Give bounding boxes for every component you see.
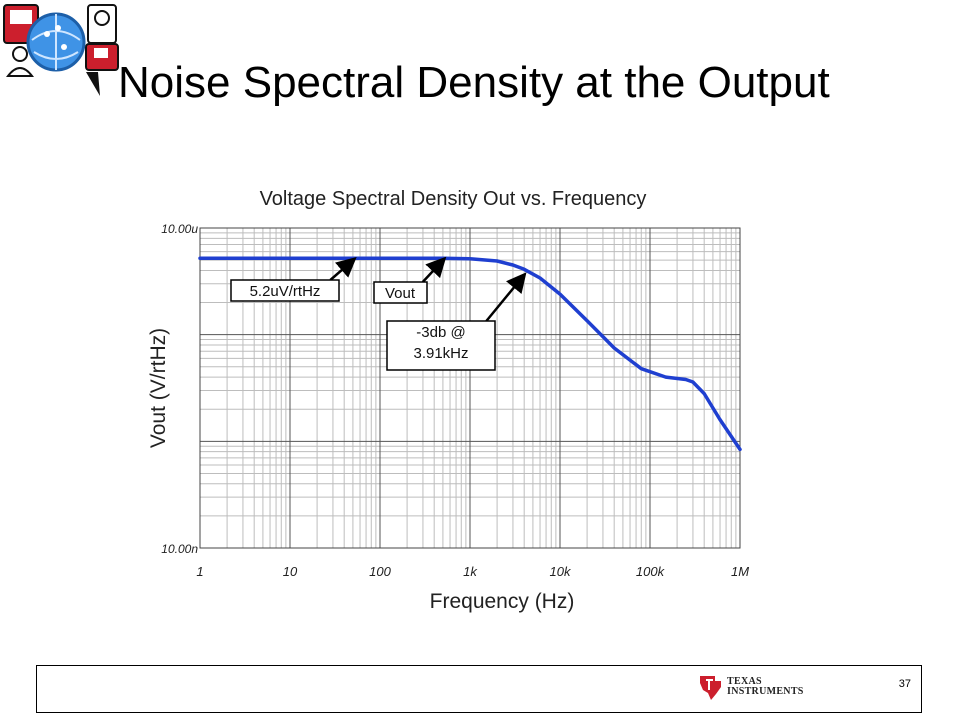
x-axis-label: Frequency (Hz) [430,590,575,613]
x-tick-label: 1k [463,564,478,579]
annotation-label-line2: 3.91kHz [413,345,468,362]
y-axis-label: Vout (V/rtHz) [147,328,170,448]
texas-instruments-wordmark: TEXAS INSTRUMENTS [727,677,804,697]
x-tick-label: 100 [369,564,391,579]
annotation-arrow [329,257,357,281]
plot-frame [199,227,741,549]
x-tick-label: 100k [636,564,666,579]
annotation-arrow [485,272,527,322]
ti-line-1: TEXAS [727,676,762,687]
annotation-label: Vout [385,285,416,302]
x-tick-label: 1M [731,564,749,579]
annotation-label: 5.2uV/rtHz [250,283,321,300]
annotation-box [230,279,340,302]
annotation-box [386,320,496,371]
x-tick-label: 10 [283,564,298,579]
annotation-label: -3db @ [416,324,465,341]
footer-bar: TEXAS INSTRUMENTS 37 [36,665,922,713]
noise-chart: Voltage Spectral Density Out vs. Frequen… [147,188,749,613]
page-number: 37 [898,678,911,690]
y-tick-label: 10.00n [161,542,198,556]
annotation-box [373,281,428,304]
network-logo-icon [3,4,119,96]
y-tick-label: 10.00u [161,222,198,236]
x-tick-label: 10k [550,564,572,579]
annotation-arrow [421,256,447,283]
ti-line-2: INSTRUMENTS [727,686,804,697]
texas-instruments-logo-icon [700,676,721,700]
chart-title: Voltage Spectral Density Out vs. Frequen… [260,188,647,210]
slide-title: Noise Spectral Density at the Output [118,58,830,107]
x-tick-label: 1 [196,564,203,579]
